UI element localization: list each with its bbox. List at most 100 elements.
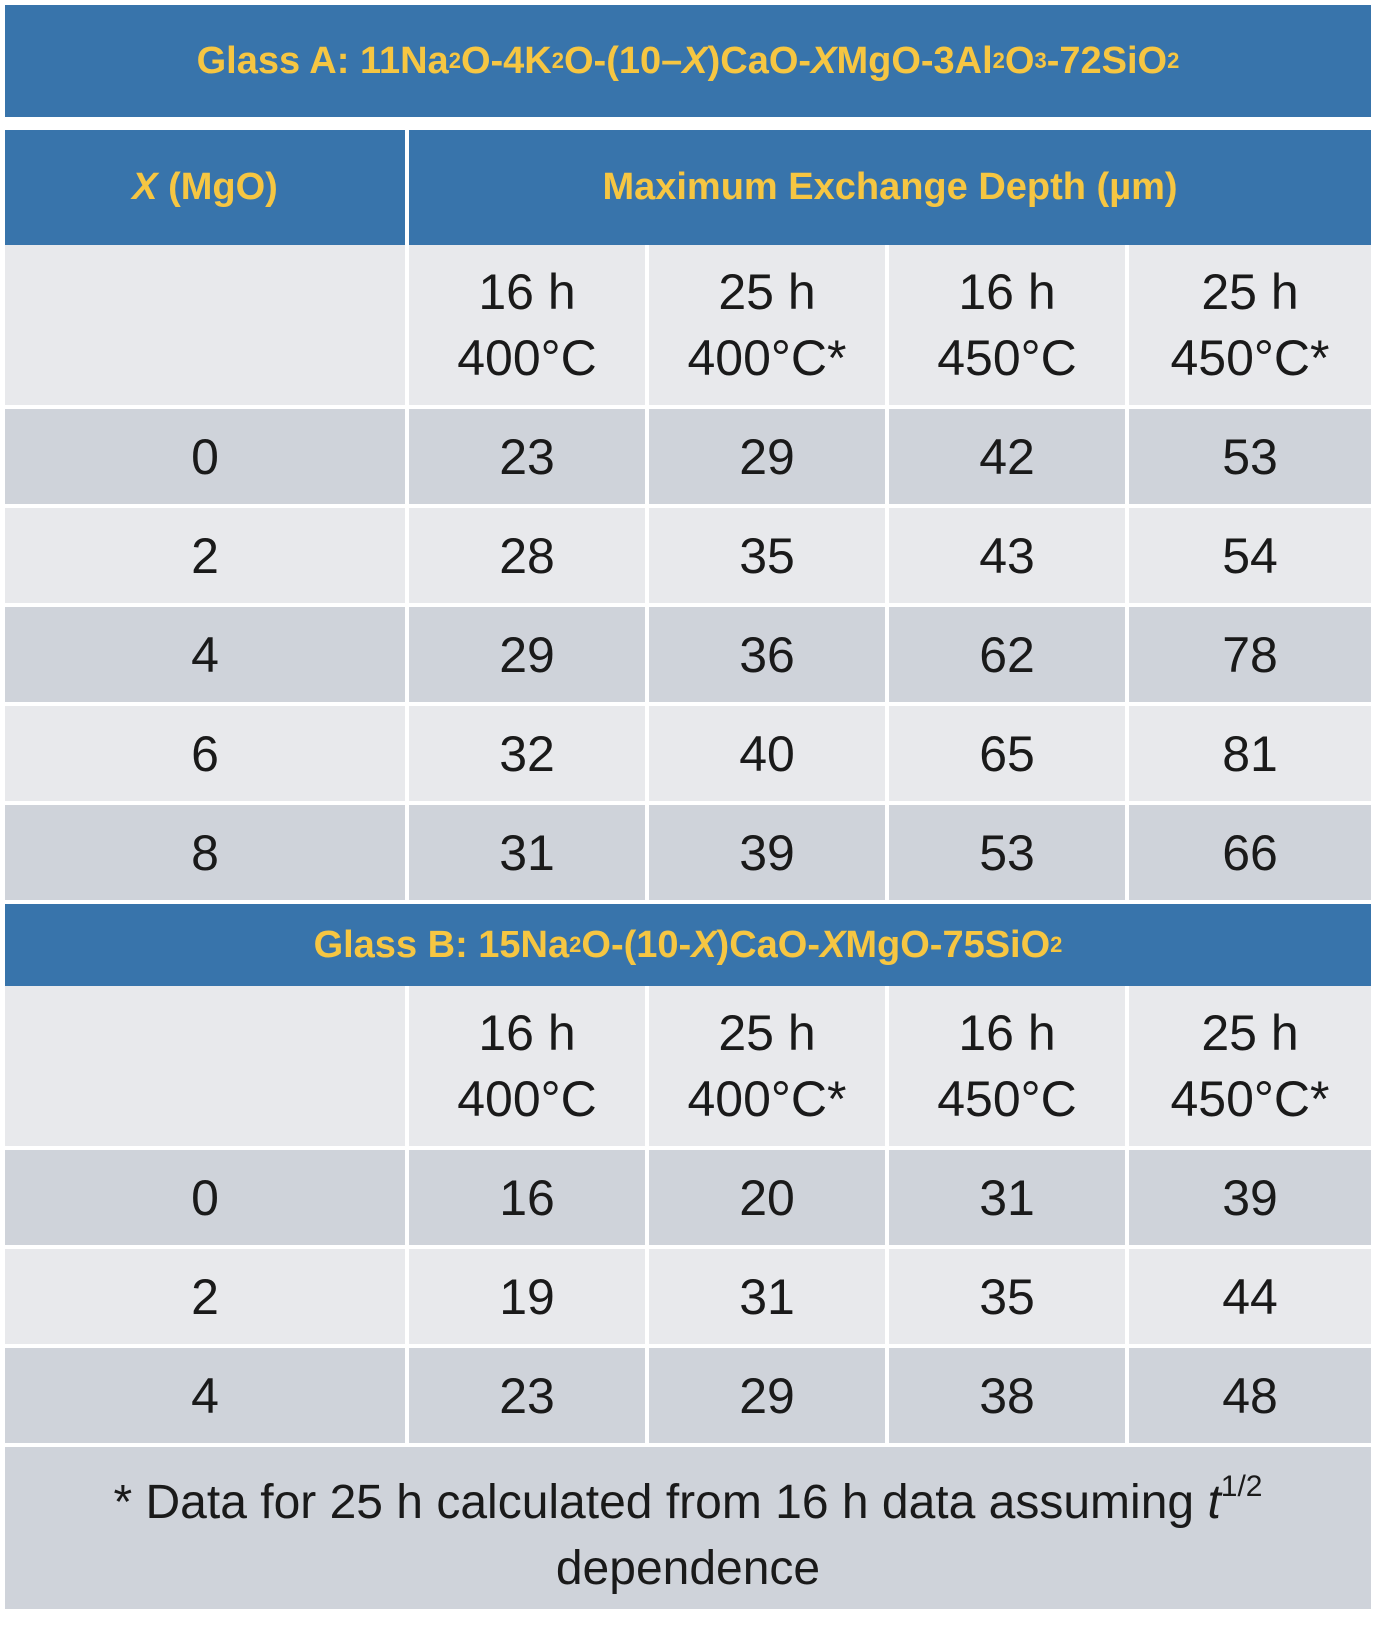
condition-header: 16 h 400°C — [409, 245, 649, 409]
x-variable: X — [132, 166, 158, 208]
depth-value-cell: 16 — [409, 1150, 649, 1249]
depth-value-cell: 65 — [889, 706, 1129, 805]
depth-value-cell: 31 — [889, 1150, 1129, 1249]
depth-value-cell: 54 — [1129, 508, 1371, 607]
condition-header: 25 h 450°C* — [1129, 245, 1371, 409]
x-value-cell: 0 — [5, 409, 409, 508]
condition-temp: 400°C — [457, 330, 597, 386]
depth-value-cell: 35 — [649, 508, 889, 607]
x-value-cell: 4 — [5, 607, 409, 706]
title-text: -72SiO — [1046, 39, 1168, 82]
depth-value-cell: 19 — [409, 1249, 649, 1348]
exchange-depth-table: Glass A: 11Na 2 O-4K 2 O-(10– X)CaO- X MgO-3Al 2… — [5, 5, 1371, 1609]
glass-a-title: Glass A: 11Na 2 O-4K 2 O-(10– X)CaO- X MgO-3Al 2… — [5, 5, 1371, 117]
footnote-line-2: dependence — [555, 1542, 821, 1595]
title-variable: X — [691, 923, 717, 966]
x-mgo-header: X (MgO) — [5, 130, 409, 245]
depth-value-cell: 29 — [649, 409, 889, 508]
condition-time: 25 h — [718, 264, 816, 320]
condition-temp: 450°C* — [1170, 1071, 1330, 1127]
footnote-variable: t — [1207, 1476, 1221, 1529]
title-text: O-(10- — [581, 923, 692, 966]
footnote-line-1: * Data for 25 h calculated from 16 h dat… — [113, 1454, 1262, 1536]
x-value-cell: 2 — [5, 508, 409, 607]
condition-time: 25 h — [1201, 1005, 1299, 1061]
title-text: O-(10– — [564, 39, 683, 82]
depth-value-cell: 40 — [649, 706, 889, 805]
glass-b-table: 16 h 400°C 25 h 400°C* 16 h 450°C 25 h 450°C* 0 1… — [5, 986, 1371, 1447]
condition-header: 25 h 400°C* — [649, 245, 889, 409]
subscript: 2 — [569, 932, 582, 957]
title-text: O-4K — [460, 39, 552, 82]
condition-header: 25 h 450°C* — [1129, 986, 1371, 1150]
condition-temp: 450°C* — [1170, 330, 1330, 386]
depth-value-cell: 62 — [889, 607, 1129, 706]
condition-temp: 450°C — [937, 330, 1077, 386]
subscript: 2 — [448, 48, 461, 73]
depth-value-cell: 39 — [1129, 1150, 1371, 1249]
x-value-cell: 8 — [5, 805, 409, 904]
depth-value-cell: 48 — [1129, 1348, 1371, 1447]
condition-time: 16 h — [958, 1005, 1056, 1061]
depth-value-cell: 31 — [649, 1249, 889, 1348]
condition-temp: 450°C — [937, 1071, 1077, 1127]
depth-value-cell: 53 — [1129, 409, 1371, 508]
depth-value-cell: 78 — [1129, 607, 1371, 706]
x-header-text: (MgO) — [157, 166, 278, 208]
title-variable: X — [820, 923, 846, 966]
depth-value-cell: 20 — [649, 1150, 889, 1249]
title-variable: X — [682, 39, 708, 82]
footnote-exponent: 1/2 — [1220, 1470, 1263, 1503]
condition-temp: 400°C* — [687, 1071, 847, 1127]
x-value-cell: 6 — [5, 706, 409, 805]
depth-value-cell: 43 — [889, 508, 1129, 607]
condition-time: 25 h — [718, 1005, 816, 1061]
footnote: * Data for 25 h calculated from 16 h dat… — [5, 1447, 1371, 1609]
depth-value-cell: 39 — [649, 805, 889, 904]
depth-header: Maximum Exchange Depth (µm) — [409, 130, 1371, 245]
depth-value-cell: 29 — [409, 607, 649, 706]
x-value-cell: 0 — [5, 1150, 409, 1249]
x-value-cell: 2 — [5, 1249, 409, 1348]
x-value-cell: 4 — [5, 1348, 409, 1447]
title-text: MgO-75SiO — [845, 923, 1051, 966]
depth-value-cell: 28 — [409, 508, 649, 607]
title-text: O — [1004, 39, 1035, 82]
blank-header-cell — [5, 986, 409, 1150]
depth-value-cell: 38 — [889, 1348, 1129, 1447]
condition-temp: 400°C* — [687, 330, 847, 386]
depth-value-cell: 29 — [649, 1348, 889, 1447]
title-text: )CaO- — [716, 923, 820, 966]
glass-a-title-prefix: Glass A: 11Na — [196, 39, 449, 82]
glass-a-table: 16 h 400°C 25 h 400°C* 16 h 450°C 25 h 450°C* 0 2… — [5, 245, 1371, 904]
subscript: 3 — [1034, 48, 1047, 73]
condition-header: 16 h 450°C — [889, 986, 1129, 1150]
condition-header: 25 h 400°C* — [649, 986, 889, 1150]
title-variable: X — [811, 39, 837, 82]
depth-value-cell: 35 — [889, 1249, 1129, 1348]
column-header-row: X (MgO) Maximum Exchange Depth (µm) — [5, 130, 1371, 245]
title-text: )CaO- — [707, 39, 812, 82]
depth-value-cell: 81 — [1129, 706, 1371, 805]
depth-value-cell: 31 — [409, 805, 649, 904]
glass-b-title: Glass B: 15Na 2 O-(10- X)CaO- X MgO-75SiO 2 — [5, 904, 1371, 986]
subscript: 2 — [1050, 932, 1063, 957]
depth-value-cell: 66 — [1129, 805, 1371, 904]
condition-time: 25 h — [1201, 264, 1299, 320]
depth-value-cell: 42 — [889, 409, 1129, 508]
depth-value-cell: 36 — [649, 607, 889, 706]
depth-value-cell: 44 — [1129, 1249, 1371, 1348]
depth-value-cell: 53 — [889, 805, 1129, 904]
subscript: 2 — [1167, 48, 1180, 73]
glass-b-title-prefix: Glass B: 15Na — [313, 923, 570, 966]
condition-time: 16 h — [478, 264, 576, 320]
subscript: 2 — [992, 48, 1005, 73]
condition-time: 16 h — [958, 264, 1056, 320]
depth-value-cell: 23 — [409, 409, 649, 508]
condition-header: 16 h 400°C — [409, 986, 649, 1150]
depth-value-cell: 32 — [409, 706, 649, 805]
condition-time: 16 h — [478, 1005, 576, 1061]
footnote-text: * Data for 25 h calculated from 16 h dat… — [113, 1476, 1208, 1529]
condition-header: 16 h 450°C — [889, 245, 1129, 409]
depth-value-cell: 23 — [409, 1348, 649, 1447]
